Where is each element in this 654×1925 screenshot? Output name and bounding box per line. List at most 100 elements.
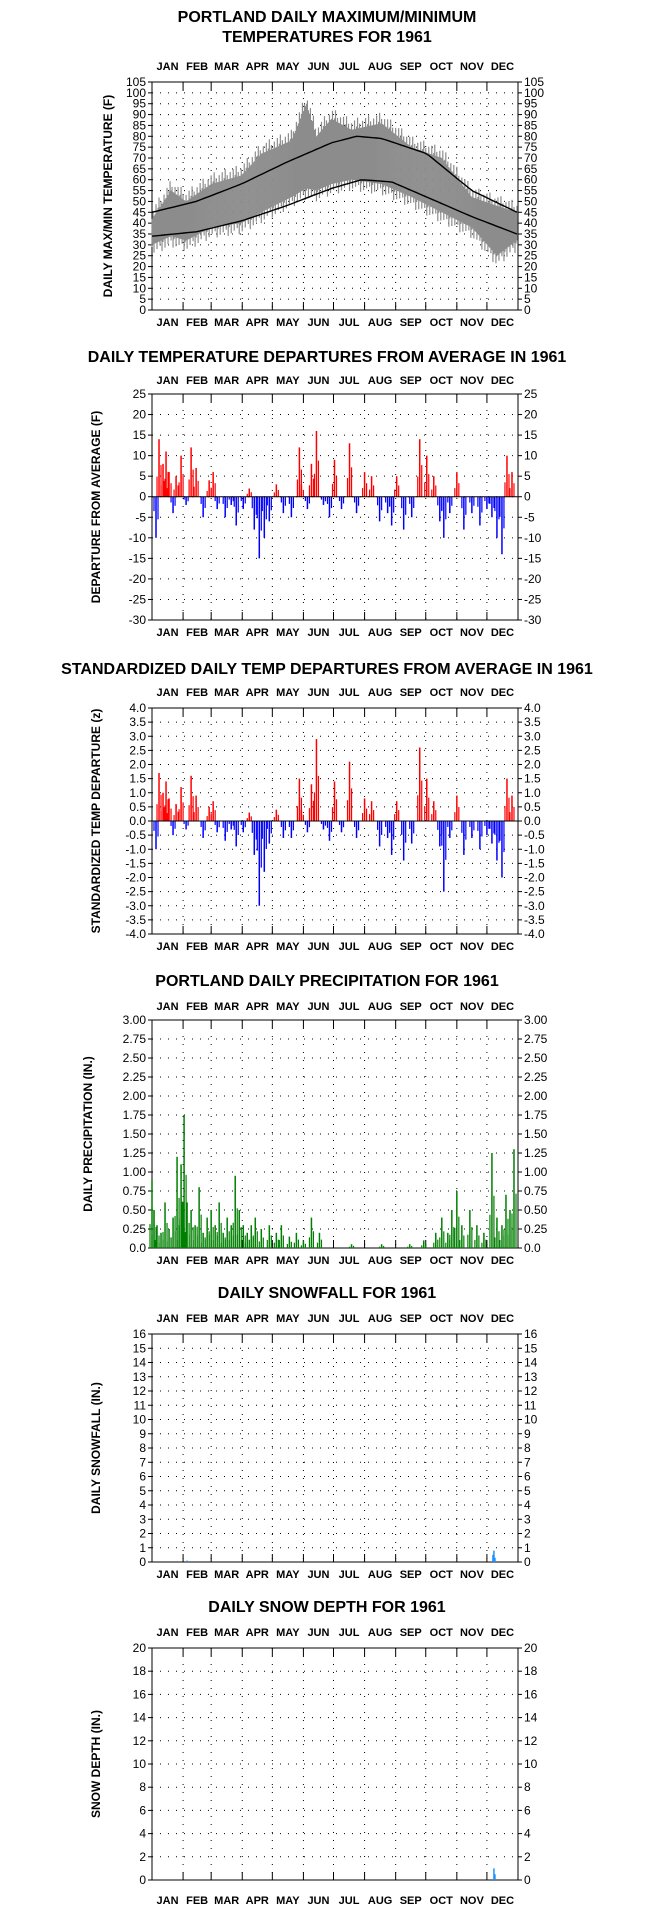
month-label-top: SEP [400, 1627, 422, 1639]
month-label-bottom: SEP [400, 1255, 422, 1267]
y-tick-label-left: 2.50 [123, 1051, 147, 1065]
y-tick-label-left: 10 [133, 449, 147, 463]
month-label-top: DEC [491, 61, 514, 73]
y-tick-label-right: 1.00 [524, 1165, 548, 1179]
month-label-top: FEB [186, 1313, 208, 1325]
month-label-top: JUN [307, 61, 329, 73]
y-tick-label-right: 4.0 [524, 701, 541, 715]
y-tick-label-left: -0.5 [125, 828, 146, 842]
y-tick-label-right: 6 [524, 1470, 531, 1484]
y-tick-label-left: -20 [129, 572, 147, 586]
y-tick-label-right: 1.5 [524, 772, 541, 786]
month-label-top: DEC [491, 1627, 514, 1639]
y-tick-label-right: 2.00 [524, 1089, 548, 1103]
month-label-top: MAY [276, 1001, 300, 1013]
y-tick-label-left: 5 [139, 469, 146, 483]
y-tick-label-right: 2.5 [524, 743, 541, 757]
y-tick-label-left: 2 [139, 1850, 146, 1864]
normal-high-line [151, 135, 518, 213]
y-tick-label-right: -1.0 [524, 842, 545, 856]
y-tick-label-left: 16 [133, 1327, 147, 1341]
month-label-bottom: NOV [460, 317, 485, 329]
month-label-top: FEB [186, 61, 208, 73]
month-label-bottom: JUL [339, 941, 360, 953]
y-tick-label-left: 1.50 [123, 1127, 147, 1141]
month-label-top: OCT [430, 687, 454, 699]
month-label-bottom: MAY [276, 317, 300, 329]
y-tick-label-right: 20 [524, 260, 538, 274]
plot-frame [151, 1647, 519, 1881]
month-label-bottom: MAY [276, 627, 300, 639]
y-tick-label-right: 0.25 [524, 1222, 548, 1236]
y-tick-label-right: 2 [524, 1527, 531, 1541]
y-tick-label-left: 10 [133, 281, 147, 295]
month-label-bottom: JAN [157, 1895, 179, 1907]
month-label-top: OCT [430, 1627, 454, 1639]
y-tick-label-left: 12 [133, 1384, 147, 1398]
y-tick-label-right: 20 [524, 408, 538, 422]
month-label-top: OCT [430, 1001, 454, 1013]
y-tick-label-left: 2.0 [129, 758, 146, 772]
y-tick-label-left: 100 [126, 86, 146, 100]
y-tick-label-right: 0.5 [524, 800, 541, 814]
y-tick-label-left: 10 [133, 1413, 147, 1427]
month-label-bottom: JAN [157, 941, 179, 953]
y-tick-label-left: 3 [139, 1512, 146, 1526]
y-tick-label-right: 15 [524, 1341, 538, 1355]
chart-depth: DAILY SNOW DEPTH FOR 1961 0 0 2 2 4 4 6 6 8 8 10 10 1… [89, 1599, 538, 1907]
month-label-top: MAY [276, 1313, 300, 1325]
month-label-top: NOV [460, 687, 485, 699]
y-tick-label-right: 10 [524, 449, 538, 463]
chart-temp: PORTLAND DAILY MAXIMUM/MINIMUM TEMPERATUR… [101, 9, 544, 329]
y-tick-label-left: 50 [133, 194, 147, 208]
y-tick-label-right: 5 [524, 292, 531, 306]
y-tick-label-right: 9 [524, 1427, 531, 1441]
month-label-top: AUG [368, 1313, 392, 1325]
y-tick-label-left: -2.5 [125, 885, 146, 899]
y-tick-label-right: 5 [524, 469, 531, 483]
month-label-bottom: FEB [186, 627, 208, 639]
month-label-top: AUG [368, 687, 392, 699]
y-tick-label-left: 12 [133, 1734, 147, 1748]
month-label-top: JAN [157, 375, 179, 387]
month-label-top: NOV [460, 1001, 485, 1013]
y-tick-label-left: 0.75 [123, 1184, 147, 1198]
y-tick-label-right: 1.0 [524, 786, 541, 800]
y-tick-label-right: 4 [524, 1498, 531, 1512]
month-label-bottom: JUN [307, 627, 329, 639]
y-tick-label-left: 13 [133, 1370, 147, 1384]
month-label-top: DEC [491, 1313, 514, 1325]
y-tick-label-right: -25 [524, 592, 542, 606]
y-tick-label-left: 0 [139, 490, 146, 504]
y-tick-label-left: -3.0 [125, 899, 146, 913]
month-label-bottom: FEB [186, 317, 208, 329]
chart-title: DAILY SNOW DEPTH FOR 1961 [208, 1599, 445, 1616]
y-tick-label-right: 10 [524, 1413, 538, 1427]
y-tick-label-left: 2.25 [123, 1070, 147, 1084]
month-label-bottom: AUG [368, 941, 392, 953]
month-label-top: MAR [214, 375, 239, 387]
month-label-top: SEP [400, 375, 422, 387]
y-tick-label-left: 6 [139, 1803, 146, 1817]
y-tick-label-left: 3.00 [123, 1013, 147, 1027]
month-label-bottom: MAR [214, 627, 239, 639]
month-label-bottom: JAN [157, 627, 179, 639]
y-tick-label-left: -25 [129, 592, 147, 606]
month-label-top: MAY [276, 375, 300, 387]
month-label-bottom: JAN [157, 317, 179, 329]
y-tick-label-left: -1.5 [125, 856, 146, 870]
month-label-bottom: JUN [307, 1895, 329, 1907]
month-label-bottom: MAR [214, 1895, 239, 1907]
month-label-bottom: OCT [430, 627, 454, 639]
y-tick-label-right: 7 [524, 1455, 531, 1469]
month-label-bottom: AUG [368, 1255, 392, 1267]
month-label-bottom: NOV [460, 1895, 485, 1907]
y-tick-label-left: 45 [133, 205, 147, 219]
y-tick-label-left: 2 [139, 1527, 146, 1541]
y-tick-label-left: 7 [139, 1455, 146, 1469]
y-tick-label-right: 14 [524, 1356, 538, 1370]
y-tick-label-left: 20 [133, 260, 147, 274]
y-tick-label-right: 13 [524, 1370, 538, 1384]
